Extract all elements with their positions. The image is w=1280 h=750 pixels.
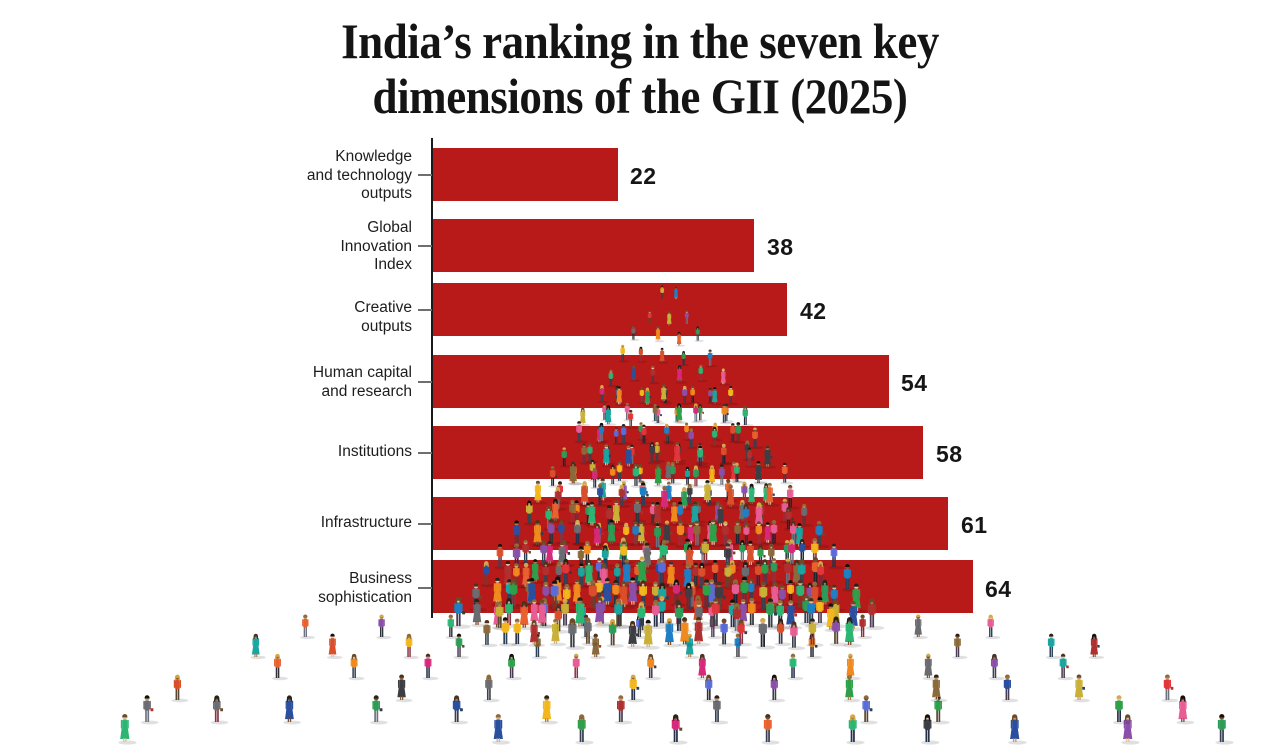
- category-label-infrastructure: Infrastructure: [232, 505, 412, 558]
- category-label-creative-outputs: Creative outputs: [232, 290, 412, 343]
- category-label-global-innovation-index: Global Innovation Index: [232, 219, 412, 273]
- category-label-business-sophistication: Business sophistication: [232, 568, 412, 621]
- bar-institutions: [433, 426, 923, 479]
- bar-knowledge-and-technology-outputs: [433, 148, 618, 201]
- bar-global-innovation-index: [433, 219, 754, 272]
- category-label-text: Institutions: [337, 443, 412, 460]
- bar-infrastructure: [433, 497, 948, 550]
- bar-value-business-sophistication: 64: [985, 576, 1012, 602]
- leader-line: [418, 309, 432, 311]
- category-label-text: Human capital and research: [312, 364, 412, 400]
- bar-value-infrastructure: 61: [961, 512, 988, 538]
- category-label-text: Knowledge and technology outputs: [306, 148, 412, 202]
- leader-line: [418, 245, 432, 247]
- category-label-human-capital-and-research: Human capital and research: [232, 362, 412, 415]
- chart-axis: [431, 138, 433, 618]
- bar-business-sophistication: [433, 560, 973, 613]
- leader-line: [418, 452, 432, 454]
- bar-value-human-capital-and-research: 54: [901, 370, 928, 396]
- bar-value-global-innovation-index: 38: [767, 234, 794, 260]
- category-label-institutions: Institutions: [232, 434, 412, 487]
- leader-line: [418, 587, 432, 589]
- category-label-knowledge-and-technology-outputs: Knowledge and technology outputs: [232, 148, 412, 202]
- category-label-text: Global Innovation Index: [340, 219, 412, 273]
- bar-creative-outputs: [433, 283, 787, 336]
- bar-value-creative-outputs: 42: [800, 298, 827, 324]
- bar-value-knowledge-and-technology-outputs: 22: [630, 163, 657, 189]
- leader-line: [418, 174, 432, 176]
- bar-value-institutions: 58: [936, 441, 963, 467]
- category-label-text: Creative outputs: [354, 299, 412, 335]
- category-label-text: Business sophistication: [318, 570, 412, 606]
- category-label-text: Infrastructure: [320, 514, 412, 531]
- leader-line: [418, 523, 432, 525]
- leader-line: [418, 381, 432, 383]
- bar-human-capital-and-research: [433, 355, 889, 408]
